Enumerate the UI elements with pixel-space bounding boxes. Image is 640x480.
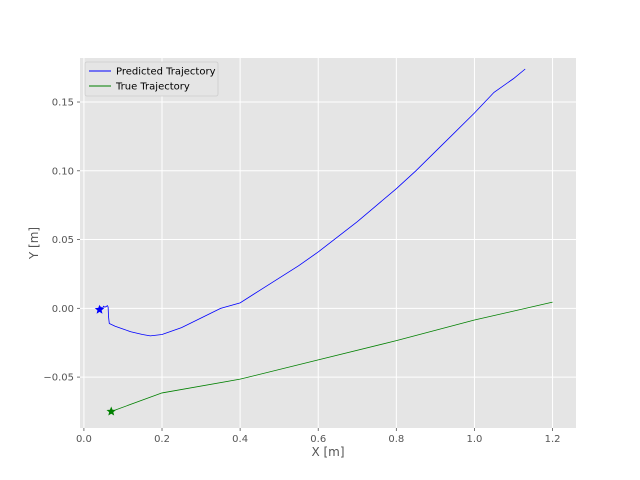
start-marker-predicted bbox=[94, 304, 105, 314]
y-tick-label: 0.00 bbox=[52, 304, 74, 315]
x-tick-label: 0.2 bbox=[154, 434, 170, 445]
x-axis: 0.0 0.2 0.4 0.6 0.8 1.0 1.2 bbox=[76, 428, 561, 445]
x-tick-label: 0.4 bbox=[232, 434, 248, 445]
y-tick-label: −0.05 bbox=[43, 373, 74, 384]
x-tick-label: 0.8 bbox=[388, 434, 404, 445]
y-tick-label: 0.05 bbox=[52, 235, 74, 246]
x-axis-label: X [m] bbox=[311, 445, 344, 459]
start-marker-true bbox=[106, 406, 116, 416]
legend-box bbox=[84, 61, 219, 97]
series-line-true bbox=[111, 301, 553, 412]
x-tick-label: 0.0 bbox=[76, 434, 92, 445]
x-tick-label: 1.0 bbox=[467, 434, 483, 445]
y-tick-label: 0.15 bbox=[52, 98, 74, 109]
y-axis: −0.05 0.00 0.05 0.10 0.15 bbox=[43, 98, 80, 384]
y-axis-label: Y [m] bbox=[27, 227, 41, 260]
legend: Predicted Trajectory True Trajectory bbox=[84, 61, 219, 97]
grid bbox=[80, 58, 576, 428]
series-line-predicted bbox=[99, 68, 526, 337]
legend-label-true: True Trajectory bbox=[115, 82, 190, 93]
plot-background bbox=[80, 58, 576, 428]
legend-label-predicted: Predicted Trajectory bbox=[116, 67, 216, 78]
x-tick-label: 1.2 bbox=[545, 434, 561, 445]
y-tick-label: 0.10 bbox=[52, 166, 74, 177]
x-tick-label: 0.6 bbox=[310, 434, 326, 445]
series-layer bbox=[94, 68, 553, 416]
